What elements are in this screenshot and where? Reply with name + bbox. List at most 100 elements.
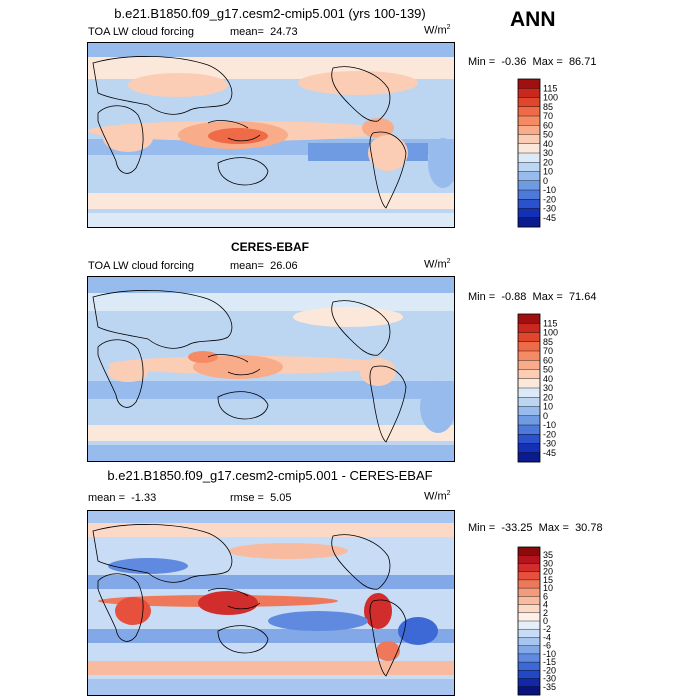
panel2-map-field bbox=[88, 277, 454, 461]
colorbar-tick-label: -15 bbox=[543, 657, 556, 667]
colorbar-swatch bbox=[518, 596, 540, 605]
colorbar-swatch bbox=[518, 388, 540, 398]
colorbar-swatch bbox=[518, 190, 540, 200]
colorbar-tick-label: -2 bbox=[543, 624, 551, 634]
colorbar-tick-label: 0 bbox=[543, 616, 548, 626]
panel2-map bbox=[87, 276, 455, 462]
colorbar-swatch bbox=[518, 555, 540, 564]
colorbar-swatch bbox=[518, 378, 540, 389]
colorbar-swatch bbox=[518, 134, 540, 145]
colorbar-swatch bbox=[518, 678, 540, 688]
panel1-map-field bbox=[88, 43, 454, 227]
colorbar-swatch bbox=[518, 199, 540, 209]
colorbar-swatch bbox=[518, 415, 540, 426]
panel2-units: W/m2 bbox=[424, 258, 451, 271]
colorbar-swatch bbox=[518, 621, 540, 630]
colorbar-tick-label: -10 bbox=[543, 649, 556, 659]
colorbar-tick-label: -10 bbox=[543, 420, 556, 430]
colorbar-swatch bbox=[518, 88, 540, 98]
colorbar-tick-label: 10 bbox=[543, 402, 553, 412]
colorbar-tick-label: 10 bbox=[543, 583, 553, 593]
colorbar-tick-label: 50 bbox=[543, 130, 553, 140]
colorbar-swatch bbox=[518, 588, 540, 597]
colorbar-tick-label: -20 bbox=[543, 429, 556, 439]
colorbar-swatch bbox=[518, 645, 540, 655]
colorbar-tick-label: -30 bbox=[543, 439, 556, 449]
colorbar-swatch bbox=[518, 662, 540, 671]
panel3-mean: mean = -1.33 bbox=[88, 492, 157, 504]
colorbar-swatch bbox=[518, 670, 540, 679]
colorbar-swatch bbox=[518, 369, 540, 380]
colorbar-tick-label: 60 bbox=[543, 120, 553, 130]
panel2-title: CERES-EBAF bbox=[230, 240, 309, 254]
colorbar-tick-label: 2 bbox=[543, 608, 548, 618]
colorbar-swatch bbox=[518, 125, 540, 135]
colorbar-swatch bbox=[518, 143, 540, 154]
colorbar-swatch bbox=[518, 171, 540, 182]
colorbar-swatch bbox=[518, 323, 540, 333]
colorbar-swatch bbox=[518, 406, 540, 417]
colorbar-swatch bbox=[518, 686, 540, 696]
colorbar-swatch bbox=[518, 351, 540, 361]
panel2-mean: mean= 26.06 bbox=[230, 260, 298, 272]
colorbar-swatch bbox=[518, 116, 540, 126]
season-label: ANN bbox=[510, 8, 556, 31]
colorbar-tick-label: 70 bbox=[543, 111, 553, 121]
colorbar-tick-label: -20 bbox=[543, 194, 556, 204]
colorbar-tick-label: -45 bbox=[543, 213, 556, 223]
colorbar-tick-label: 30 bbox=[543, 558, 553, 568]
colorbar-swatch bbox=[518, 571, 540, 581]
panel1-variable-label: TOA LW cloud forcing bbox=[88, 26, 194, 38]
colorbar-swatch bbox=[518, 397, 540, 407]
colorbar-swatch bbox=[518, 443, 540, 454]
colorbar-tick-label: -10 bbox=[543, 185, 556, 195]
colorbar-swatch bbox=[518, 425, 540, 435]
colorbar-tick-label: 40 bbox=[543, 374, 553, 384]
colorbar-tick-label: 30 bbox=[543, 383, 553, 393]
colorbar-swatch bbox=[518, 612, 540, 622]
colorbar-tick-label: 20 bbox=[543, 157, 553, 167]
panel3-units: W/m2 bbox=[424, 490, 451, 503]
colorbar-swatch bbox=[518, 629, 540, 638]
colorbar-tick-label: -4 bbox=[543, 632, 551, 642]
colorbar-tick-label: -45 bbox=[543, 448, 556, 458]
colorbar-swatch bbox=[518, 637, 540, 646]
colorbar-tick-label: 100 bbox=[543, 93, 558, 103]
colorbar-swatch bbox=[518, 579, 540, 589]
panel1-minmax: Min = -0.36 Max = 86.71 bbox=[468, 56, 597, 68]
colorbar-tick-label: -30 bbox=[543, 674, 556, 684]
colorbar-swatch bbox=[518, 547, 540, 556]
colorbar-swatch bbox=[518, 332, 540, 343]
colorbar-tick-label: 35 bbox=[543, 550, 553, 560]
colorbar-tick-label: 85 bbox=[543, 337, 553, 347]
colorbar-tick-label: 40 bbox=[543, 139, 553, 149]
colorbar-tick-label: 20 bbox=[543, 392, 553, 402]
colorbar-swatch bbox=[518, 153, 540, 163]
colorbar-swatch bbox=[518, 97, 540, 108]
colorbar-tick-label: 115 bbox=[543, 318, 557, 328]
colorbar-tick-label: 30 bbox=[543, 148, 553, 158]
colorbar-tick-label: 6 bbox=[543, 591, 548, 601]
colorbar-tick-label: 15 bbox=[543, 575, 553, 585]
panel2-minmax: Min = -0.88 Max = 71.64 bbox=[468, 291, 597, 303]
panel3-map-field bbox=[88, 511, 454, 695]
panel1-title: b.e21.B1850.f09_g17.cesm2-cmip5.001 (yrs… bbox=[114, 6, 426, 21]
colorbar-tick-label: 50 bbox=[543, 365, 553, 375]
panel3-title: b.e21.B1850.f09_g17.cesm2-cmip5.001 - CE… bbox=[107, 468, 433, 483]
colorbar-swatch bbox=[518, 604, 540, 614]
colorbar-tick-label: 0 bbox=[543, 411, 548, 421]
panel1-map bbox=[87, 42, 455, 228]
colorbar-tick-label: 70 bbox=[543, 346, 553, 356]
colorbar-tick-label: 0 bbox=[543, 176, 548, 186]
colorbar-tick-label: 10 bbox=[543, 167, 553, 177]
colorbar-tick-label: -30 bbox=[543, 204, 556, 214]
colorbar-tick-label: -6 bbox=[543, 641, 551, 651]
colorbar-swatch bbox=[518, 208, 540, 219]
panel3-map bbox=[87, 510, 455, 696]
colorbar-tick-label: -35 bbox=[543, 682, 556, 692]
panel1-mean: mean= 24.73 bbox=[230, 26, 298, 38]
colorbar-swatch bbox=[518, 434, 540, 444]
colorbar-tick-label: 115 bbox=[543, 83, 557, 93]
